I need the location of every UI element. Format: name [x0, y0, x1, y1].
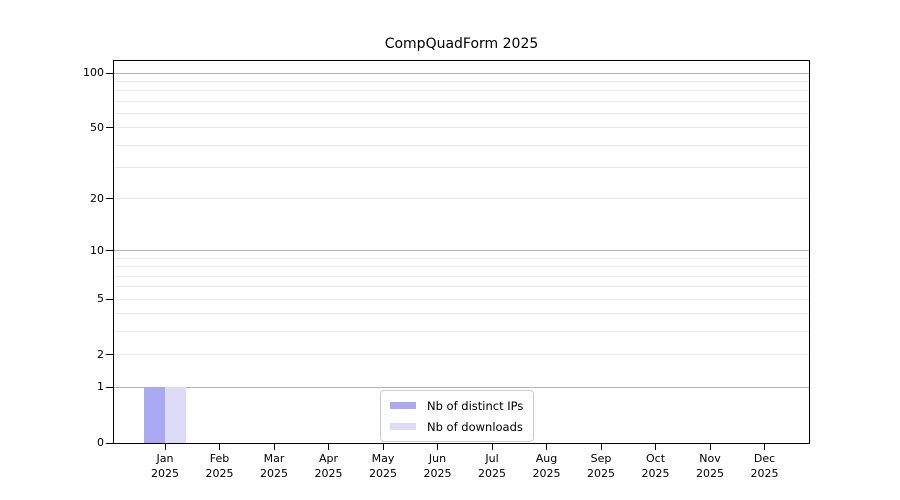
y-tick-label: 100 — [83, 66, 104, 79]
y-tick-mark — [106, 298, 113, 300]
x-tick-label: May 2025 — [369, 452, 397, 480]
gridline-major — [114, 250, 809, 252]
legend: Nb of distinct IPs Nb of downloads — [380, 390, 535, 442]
x-tick-mark — [764, 444, 765, 450]
legend-item-downloads: Nb of downloads — [390, 418, 523, 435]
gridline-minor — [114, 80, 809, 82]
gridline-major — [114, 386, 809, 388]
x-tick-mark — [164, 444, 166, 450]
y-tick-mark — [106, 127, 113, 129]
x-tick-label: Jul 2025 — [478, 452, 506, 480]
x-tick-mark — [273, 444, 275, 450]
legend-label-downloads: Nb of downloads — [427, 419, 523, 434]
y-tick-label: 1 — [97, 380, 104, 394]
gridline-minor — [114, 286, 809, 288]
y-tick-label: 10 — [90, 243, 104, 257]
x-tick-label: Dec 2025 — [750, 452, 779, 480]
gridline-minor — [114, 144, 809, 146]
y-tick-label: 50 — [90, 120, 104, 134]
y-tick-label: 5 — [97, 292, 104, 306]
gridline-minor — [114, 198, 809, 200]
gridline-major — [114, 72, 809, 74]
gridline-minor — [114, 90, 809, 92]
y-tick-label: 20 — [90, 191, 104, 205]
gridline-minor — [114, 127, 809, 129]
gridline-minor — [114, 167, 809, 169]
x-tick-mark — [546, 444, 547, 450]
legend-label-distinct-ips: Nb of distinct IPs — [427, 398, 524, 413]
y-tick-mark — [106, 198, 113, 200]
y-tick-label: 0 — [97, 436, 104, 449]
x-tick-label: Jan 2025 — [151, 452, 179, 480]
bar-nb-of-distinct-ips — [144, 387, 165, 443]
x-tick-mark — [491, 444, 493, 450]
legend-swatch-downloads — [390, 423, 416, 430]
gridline-minor — [114, 112, 809, 114]
chart-title: CompQuadForm 2025 — [384, 36, 539, 52]
gridline-minor — [114, 313, 809, 315]
gridline-minor — [114, 257, 809, 259]
x-tick-label: Apr 2025 — [314, 452, 343, 480]
gridline-minor — [114, 298, 809, 300]
gridline-minor — [114, 331, 809, 333]
x-tick-mark — [655, 444, 656, 450]
x-tick-mark — [709, 444, 711, 450]
y-tick-mark — [106, 386, 113, 388]
x-tick-mark — [328, 444, 329, 450]
x-tick-mark — [382, 444, 384, 450]
x-tick-label: Aug 2025 — [532, 452, 561, 480]
y-tick-mark — [106, 72, 113, 74]
gridline-minor — [114, 100, 809, 102]
x-tick-mark — [437, 444, 438, 450]
x-tick-label: Sep 2025 — [587, 452, 615, 480]
gridline-minor — [114, 275, 809, 277]
x-tick-label: Mar 2025 — [260, 452, 288, 480]
y-tick-mark — [106, 250, 113, 252]
bar-nb-of-downloads — [165, 387, 186, 443]
x-tick-mark — [600, 444, 602, 450]
x-tick-label: Oct 2025 — [641, 452, 670, 480]
y-tick-mark — [106, 442, 113, 444]
legend-swatch-distinct-ips — [390, 402, 416, 409]
plot-area — [113, 60, 810, 444]
x-tick-label: Feb 2025 — [205, 452, 234, 480]
gridline-minor — [114, 354, 809, 356]
gridline-minor — [114, 266, 809, 268]
legend-item-distinct-ips: Nb of distinct IPs — [390, 397, 523, 414]
y-tick-mark — [106, 354, 113, 356]
x-tick-label: Jun 2025 — [423, 452, 452, 480]
y-tick-label: 2 — [97, 347, 104, 361]
x-tick-label: Nov 2025 — [696, 452, 724, 480]
x-tick-mark — [219, 444, 220, 450]
